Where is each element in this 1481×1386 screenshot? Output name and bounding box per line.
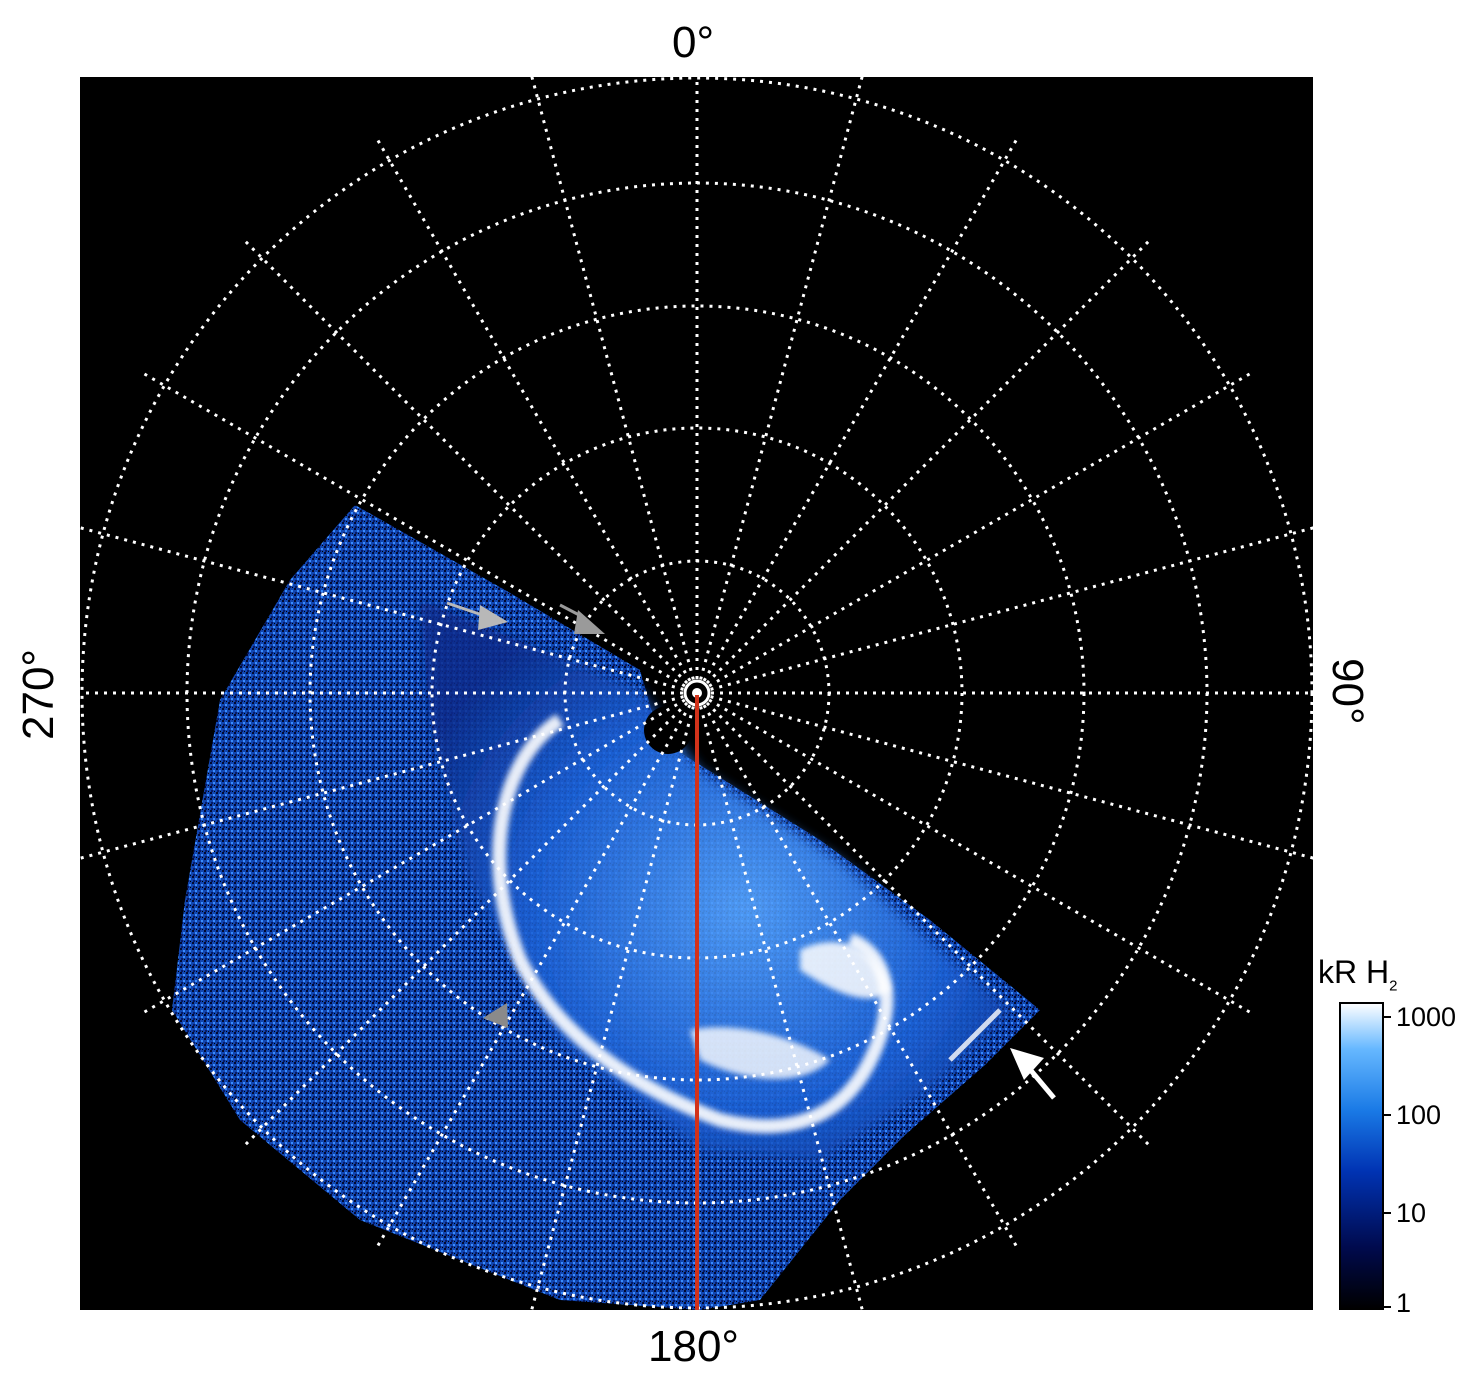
near-pole-arrow bbox=[559, 603, 605, 634]
colorbar-tick-10: 10 bbox=[1396, 1198, 1427, 1228]
colorbar-ticks bbox=[1383, 1016, 1391, 1308]
azimuth-label-bottom: 180° bbox=[648, 1322, 740, 1371]
auroral-bright-patch-2 bbox=[800, 942, 890, 999]
auroral-streak bbox=[948, 1008, 1002, 1062]
azimuth-label-top: 0° bbox=[672, 18, 715, 67]
colorbar bbox=[1339, 1002, 1384, 1310]
colorbar-tick-100: 100 bbox=[1396, 1100, 1442, 1130]
pole-notch bbox=[644, 706, 692, 754]
lower-right-arrow bbox=[1010, 1048, 1056, 1100]
colorbar-tick-1000: 1000 bbox=[1396, 1002, 1457, 1032]
colorbar-title-main: kR H bbox=[1318, 954, 1390, 990]
colorbar-tick-1: 1 bbox=[1396, 1288, 1412, 1318]
auroral-bright-patch bbox=[690, 1027, 830, 1079]
colorbar-title-subscript: 2 bbox=[1389, 977, 1398, 995]
auroral-oval-arc bbox=[492, 714, 894, 1134]
lower-left-triangle-marker bbox=[483, 1003, 508, 1028]
upper-left-arrow bbox=[446, 601, 508, 630]
pole-marker-inner bbox=[692, 688, 702, 698]
azimuth-label-right: 90° bbox=[1323, 658, 1372, 725]
colorbar-title: kR H2 bbox=[1318, 954, 1397, 994]
azimuth-label-left: 270° bbox=[14, 648, 63, 740]
